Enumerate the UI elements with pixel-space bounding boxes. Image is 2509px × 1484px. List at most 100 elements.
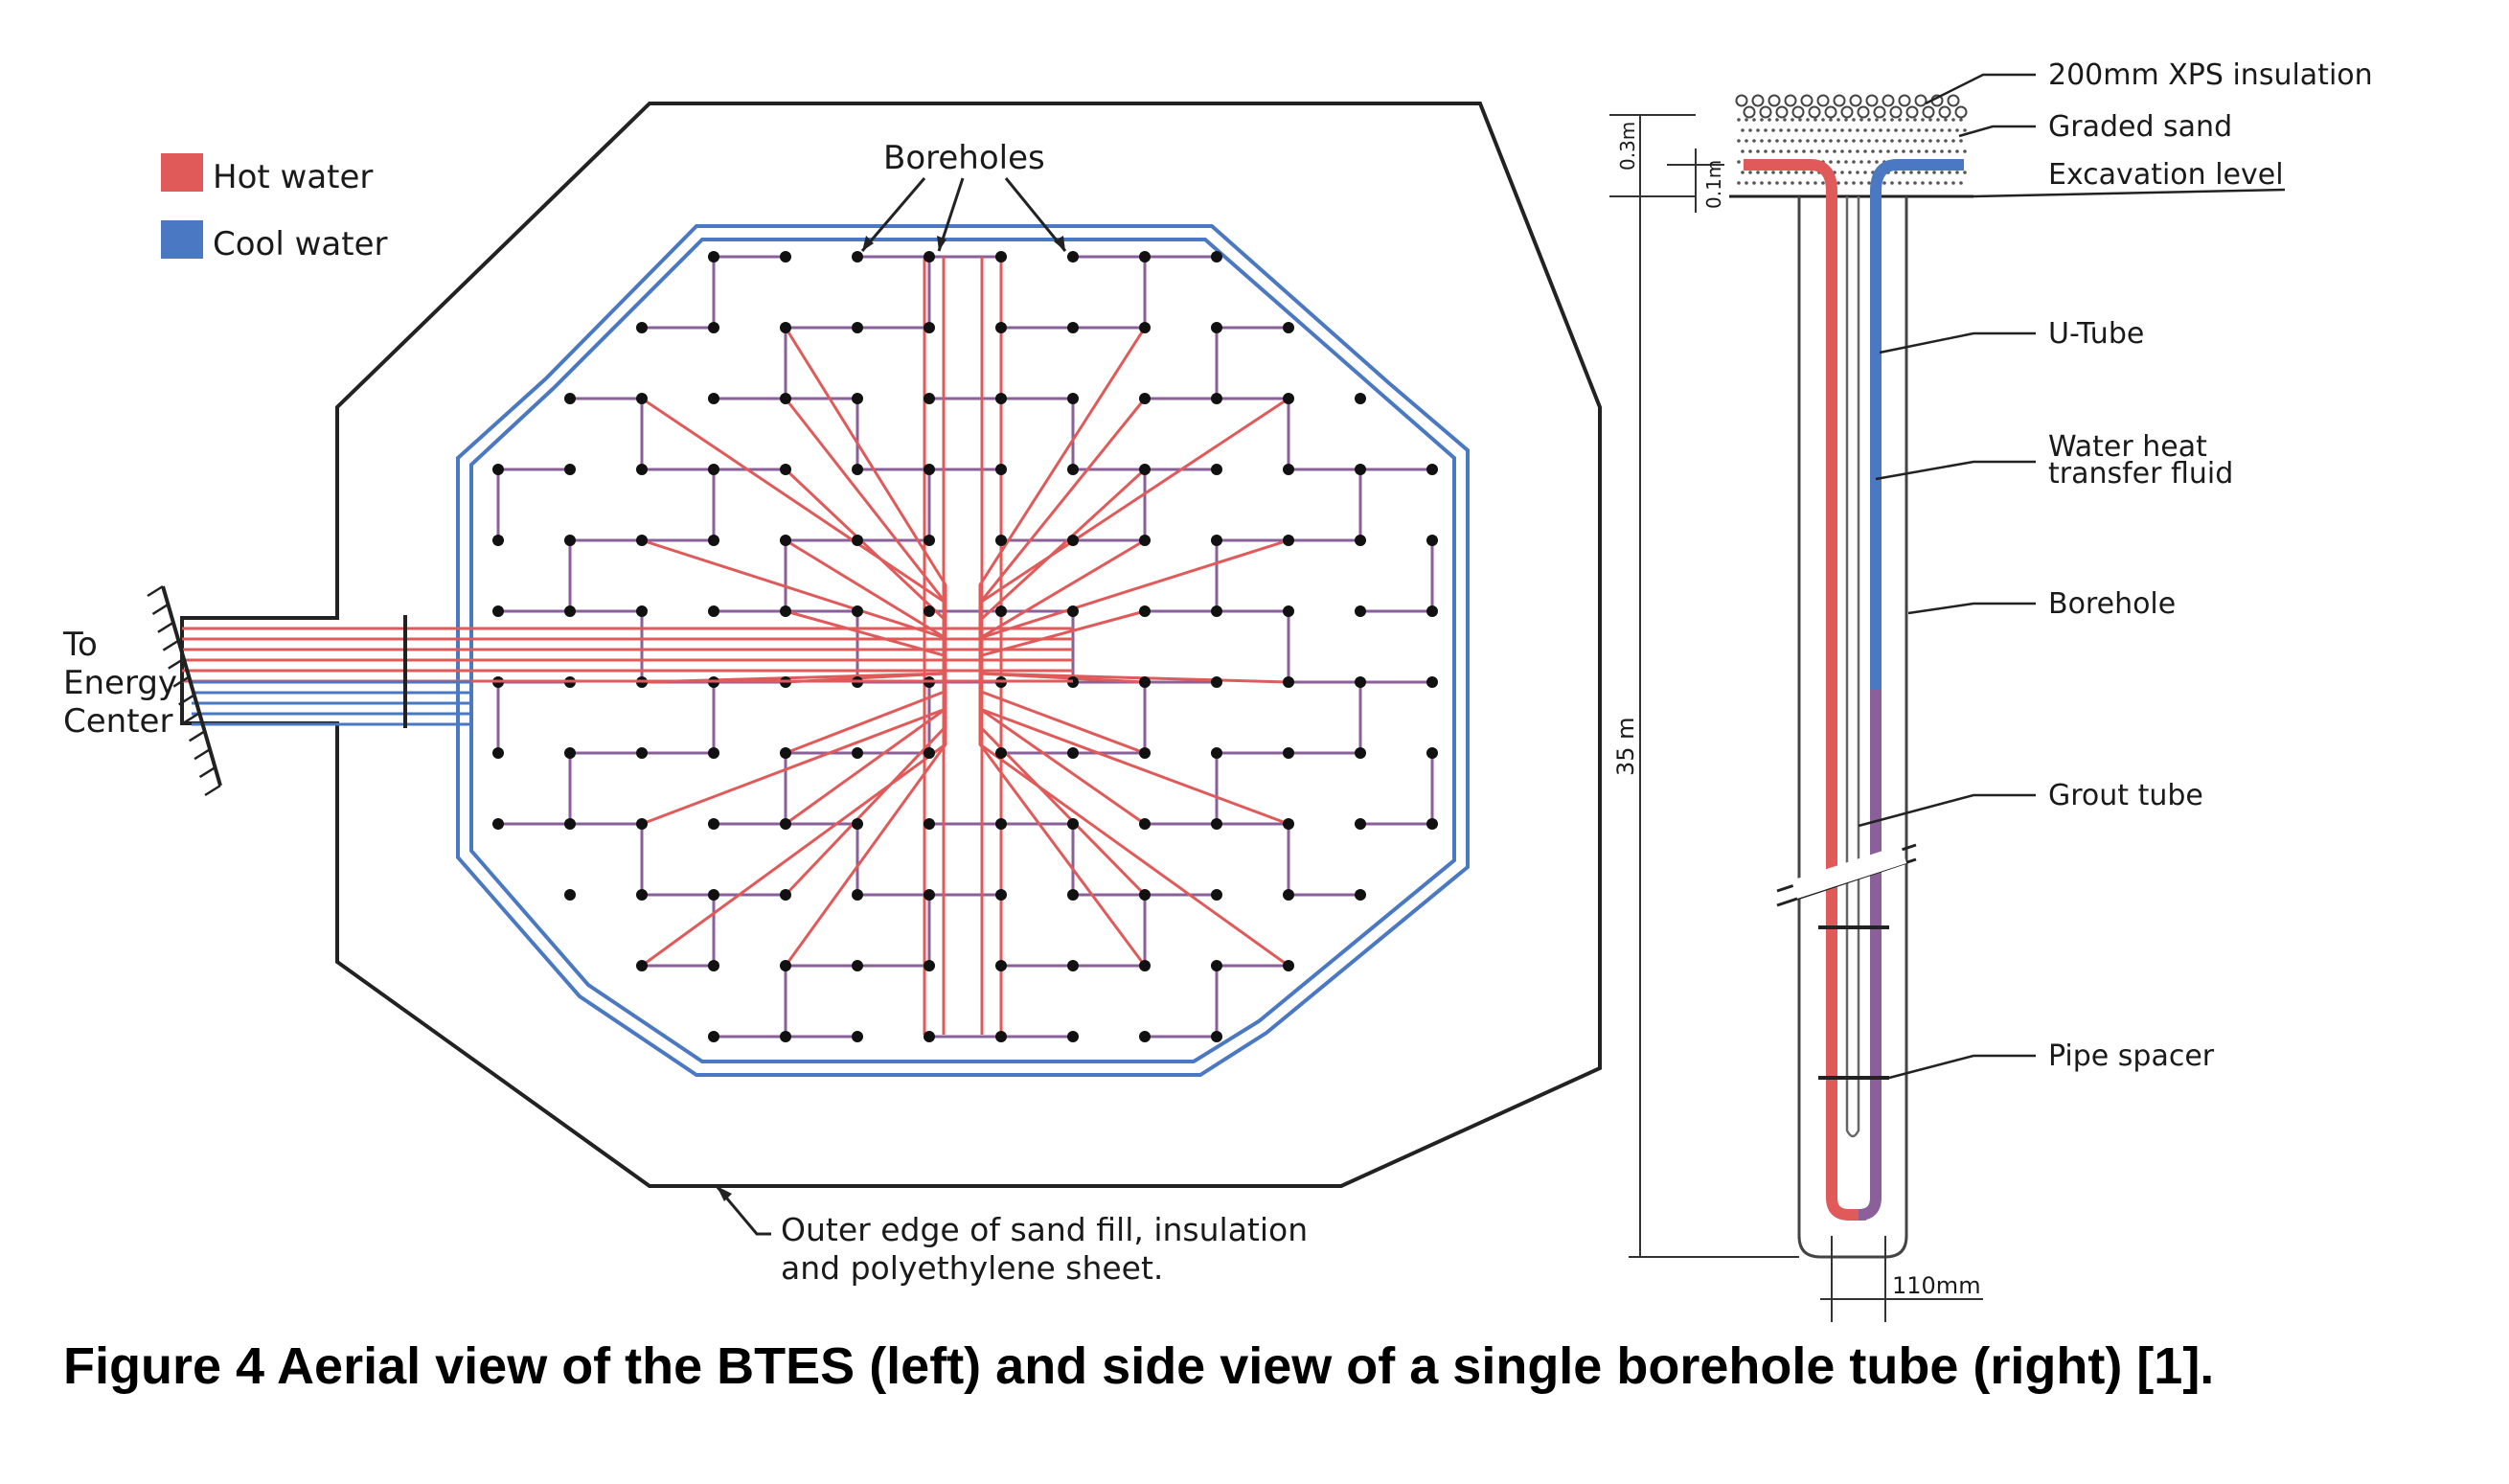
hatch-line <box>194 748 211 761</box>
hot-feeder-pipe <box>978 671 1147 897</box>
hot-feeder-pipe <box>641 538 947 671</box>
borehole-dot <box>1426 747 1438 759</box>
hatch-line <box>157 621 174 633</box>
outer-edge-leader <box>715 1185 771 1236</box>
sand-grain <box>1748 128 1752 132</box>
energy-center-wall <box>161 585 222 787</box>
borehole-dot <box>1355 535 1366 546</box>
xps-bead <box>1808 105 1821 119</box>
sand-grain <box>1882 139 1886 143</box>
borehole-dot <box>1355 605 1366 617</box>
sand-grain <box>1879 149 1882 153</box>
sand-grain <box>1959 118 1963 122</box>
sand-grain <box>1836 160 1840 164</box>
sand-grain <box>1848 171 1852 174</box>
borehole-dot <box>1283 747 1294 759</box>
hatch-line <box>183 712 200 724</box>
borehole-outline <box>1797 196 1908 1259</box>
sand-grain <box>1879 128 1882 132</box>
borehole-dot <box>780 889 791 901</box>
borehole-dot <box>1139 747 1151 759</box>
xps-bead <box>1791 105 1805 119</box>
borehole-dot <box>636 889 648 901</box>
sand-grain <box>1806 118 1810 122</box>
borehole-dot <box>708 322 719 333</box>
sand-grain <box>1913 118 1917 122</box>
sand-grain <box>1817 128 1821 132</box>
spacer-label: Pipe spacer <box>2048 1039 2215 1073</box>
borehole-dot <box>1139 889 1151 901</box>
aerial-view: To Energy Center Boreholes Outer edge of… <box>62 102 1602 1287</box>
borehole-dot <box>564 747 576 759</box>
xps-bead <box>1759 105 1772 119</box>
sand-grain <box>1882 181 1886 185</box>
sand-grain <box>1921 139 1925 143</box>
sand-grain <box>1863 171 1867 174</box>
figure-caption: Figure 4 Aerial view of the BTES (left) … <box>63 1337 2215 1395</box>
xps-bead <box>1735 94 1748 107</box>
borehole-dot <box>1355 676 1366 688</box>
borehole-dot <box>852 818 863 830</box>
borehole-dot <box>995 251 1007 263</box>
xps-bead <box>1824 105 1837 119</box>
borehole-dot <box>1139 464 1151 475</box>
borehole-dot <box>924 464 935 475</box>
sand-grain <box>1836 181 1840 185</box>
borehole-dot <box>1426 464 1438 475</box>
borehole-dot <box>852 889 863 901</box>
borehole-dot <box>1283 960 1294 971</box>
sand-grain <box>1925 128 1928 132</box>
borehole-dot <box>1067 251 1079 263</box>
sand-grain <box>1852 118 1856 122</box>
borehole-dot <box>1211 464 1222 475</box>
borehole-dot <box>995 1031 1007 1042</box>
sand-grain <box>1963 171 1967 174</box>
sand-grain <box>1928 181 1932 185</box>
sand-grain <box>1848 149 1852 153</box>
hot-feeder-pipe <box>978 538 1289 671</box>
borehole-dot <box>1211 1031 1222 1042</box>
borehole-dot <box>636 322 648 333</box>
borehole-dot <box>1426 676 1438 688</box>
xps-bead <box>1947 94 1960 107</box>
sand-grain <box>1925 171 1928 174</box>
grout-tube <box>1845 196 1860 1138</box>
sand-grain <box>1802 149 1806 153</box>
sand-grain <box>1859 139 1863 143</box>
borehole-dot <box>1283 535 1294 546</box>
borehole-dot <box>708 251 719 263</box>
break-gap <box>1791 844 1907 900</box>
sand-grain <box>1955 171 1959 174</box>
borehole-dot <box>1067 960 1079 971</box>
borehole-dot <box>1211 322 1222 333</box>
xps-bead <box>1905 105 1919 119</box>
sand-grain <box>1833 149 1836 153</box>
borehole-dot <box>1139 605 1151 617</box>
sand-grain <box>1871 149 1875 153</box>
borehole-dot <box>1139 251 1151 263</box>
sand-grain <box>1771 171 1775 174</box>
sand-grain <box>1748 171 1752 174</box>
sand-grain <box>1768 181 1771 185</box>
fluid-leader <box>1875 460 2036 481</box>
xps-bead <box>1922 105 1935 119</box>
sand-grain <box>1844 160 1848 164</box>
sand-grain <box>1775 139 1779 143</box>
borehole-dot <box>636 960 648 971</box>
sand-grain <box>1741 128 1745 132</box>
xps-bead <box>1898 94 1911 107</box>
u-tube-label: U-Tube <box>2048 317 2144 351</box>
side-view: 0.3m 0.1m 35 m 110mm 200mm XPS insulatio… <box>1609 58 2373 1322</box>
borehole-dot <box>492 535 504 546</box>
hot-feeder-pipe <box>785 609 947 671</box>
sand-grain <box>1856 128 1859 132</box>
sand-grain <box>1948 149 1951 153</box>
sand-grain <box>1798 139 1802 143</box>
xps-label: 200mm XPS insulation <box>2048 58 2373 92</box>
sand-grain <box>1756 171 1760 174</box>
sand-grain <box>1848 128 1852 132</box>
sand-grain <box>1840 128 1844 132</box>
borehole-dot <box>1211 535 1222 546</box>
xps-bead <box>1889 105 1903 119</box>
borehole-dot <box>708 605 719 617</box>
